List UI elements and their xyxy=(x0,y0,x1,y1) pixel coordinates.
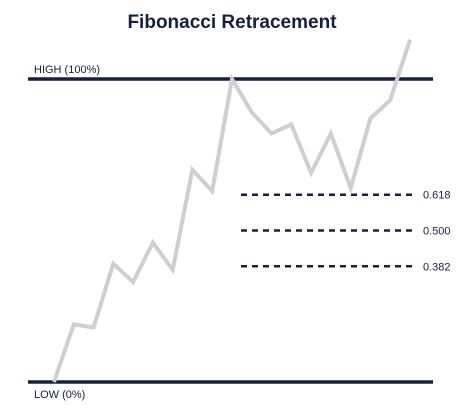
price-line xyxy=(52,38,412,383)
level-label-0.500: 0.500 xyxy=(423,226,451,238)
high-label: HIGH (100%) xyxy=(34,64,100,76)
level-label-0.618: 0.618 xyxy=(423,190,451,202)
low-label: LOW (0%) xyxy=(34,389,85,401)
chart-title: Fibonacci Retracement xyxy=(127,12,337,33)
price-layer xyxy=(52,38,412,383)
bounds-layer xyxy=(28,77,433,384)
levels-layer: 0.618 0.500 0.382 xyxy=(241,190,451,273)
level-label-0.382: 0.382 xyxy=(423,261,451,273)
